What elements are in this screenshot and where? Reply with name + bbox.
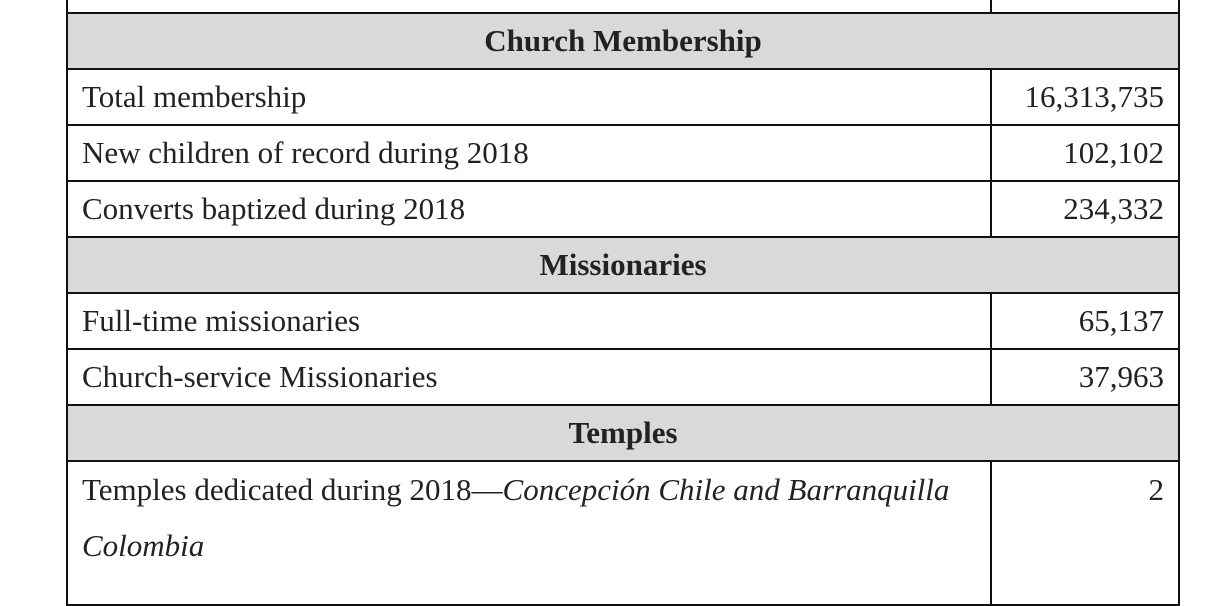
row-value: 16,313,735 [990,68,1180,126]
table-row: Temples dedicated during 2018—Concepción… [66,460,1180,606]
table-row: Converts baptized during 2018 234,332 [66,180,1180,238]
row-label: Full-time missionaries [66,292,992,350]
table-row: New children of record during 2018 102,10… [66,124,1180,182]
table-row: Total membership 16,313,735 [66,68,1180,126]
row-value: 37,963 [990,348,1180,406]
section-header-temples: Temples [66,404,1180,462]
row-label: Total membership [66,68,992,126]
section-title: Church Membership [66,12,1180,70]
table-row-cut [66,0,1180,14]
row-value: 2 [990,460,1180,606]
table-row: Church-service Missionaries 37,963 [66,348,1180,406]
section-title: Temples [66,404,1180,462]
row-value: 102,102 [990,124,1180,182]
section-header-missionaries: Missionaries [66,236,1180,294]
row-label: New children of record during 2018 [66,124,992,182]
row-value: 234,332 [990,180,1180,238]
row-label: Church-service Missionaries [66,348,992,406]
row-label-text: Temples dedicated during 2018— [82,472,503,507]
row-label: Temples dedicated during 2018—Concepción… [66,460,992,606]
section-title: Missionaries [66,236,1180,294]
row-value: 65,137 [990,292,1180,350]
section-header-membership: Church Membership [66,12,1180,70]
table-row: Full-time missionaries 65,137 [66,292,1180,350]
statistics-table: Church Membership Total membership 16,313… [66,0,1180,606]
row-label: Converts baptized during 2018 [66,180,992,238]
row-label-italic: Concepción Chile and Barranquilla Colomb… [82,472,950,563]
